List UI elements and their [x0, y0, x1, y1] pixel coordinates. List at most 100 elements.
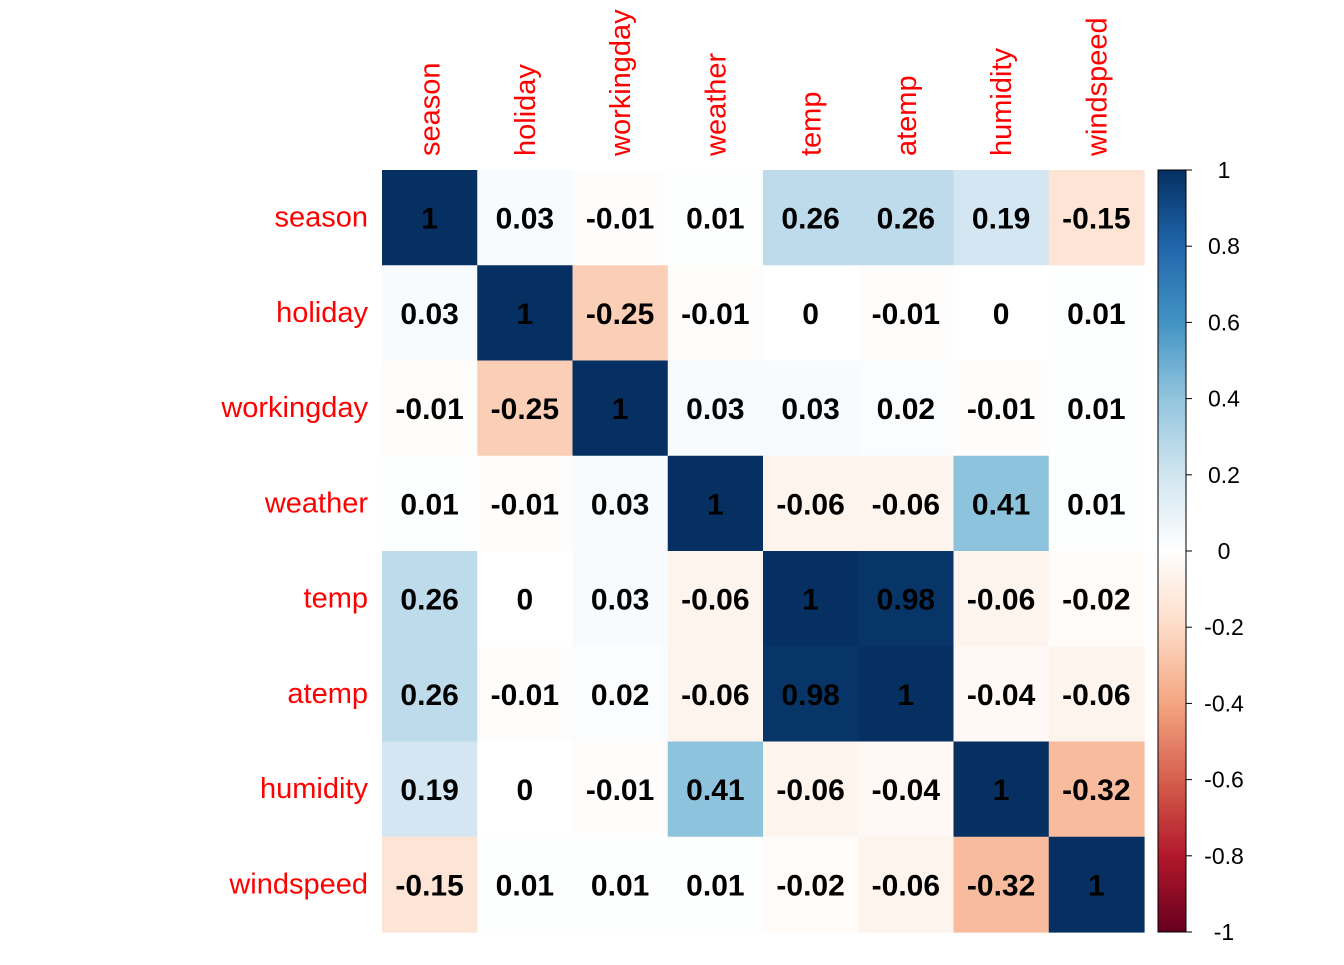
heatmap-cell-temp-workingday — [572, 551, 669, 647]
heatmap-cell-temp-atemp — [858, 551, 955, 647]
cell-value-atemp-atemp: 1 — [898, 679, 915, 712]
heatmap-cell-atemp-atemp — [858, 646, 955, 743]
heatmap-cell-humidity-season — [382, 741, 478, 838]
cell-value-workingday-humidity: -0.01 — [967, 393, 1035, 426]
heatmap-cell-atemp-holiday — [477, 646, 574, 743]
heatmap-cell-atemp-windspeed — [1048, 646, 1145, 743]
heatmap-cell-workingday-holiday — [477, 360, 574, 457]
cell-value-workingday-workingday: 1 — [612, 393, 629, 426]
column-label-atemp: atemp — [891, 75, 923, 156]
heatmap-cell-windspeed-humidity — [953, 836, 1050, 933]
colorbar-tick-label: 0.6 — [1208, 309, 1240, 335]
heatmap-cell-holiday-holiday — [477, 265, 574, 362]
colorbar-tick-label: 0.4 — [1208, 386, 1240, 412]
cell-value-season-season: 1 — [421, 203, 438, 236]
heatmap-cell-atemp-season — [382, 646, 478, 743]
cell-value-humidity-holiday: 0 — [517, 774, 534, 807]
colorbar-tick-label: -0.4 — [1204, 690, 1244, 716]
cell-value-temp-temp: 1 — [802, 584, 819, 617]
column-label-holiday: holiday — [510, 64, 542, 156]
heatmap-cell-weather-atemp — [858, 455, 955, 552]
heatmap-cell-season-atemp — [858, 170, 955, 266]
heatmap-cell-temp-weather — [667, 551, 764, 647]
cell-value-holiday-holiday: 1 — [517, 298, 534, 331]
cell-value-windspeed-atemp: -0.06 — [872, 869, 940, 902]
cell-value-holiday-atemp: -0.01 — [872, 298, 940, 331]
column-label-humidity: humidity — [986, 48, 1018, 156]
colorbar-gradient — [1157, 169, 1187, 933]
heatmap-cell-temp-holiday — [477, 551, 574, 647]
heatmap-cell-season-holiday — [477, 170, 574, 266]
cell-value-season-atemp: 0.26 — [877, 203, 935, 236]
heatmap-cell-humidity-humidity — [953, 741, 1050, 838]
cell-value-weather-temp: -0.06 — [776, 488, 844, 521]
cell-value-humidity-season: 0.19 — [400, 774, 458, 807]
heatmap-cell-humidity-holiday — [477, 741, 574, 838]
column-label-season: season — [415, 62, 447, 156]
cell-value-atemp-season: 0.26 — [400, 679, 458, 712]
heatmap-cell-windspeed-temp — [763, 836, 859, 933]
cell-value-atemp-workingday: 0.02 — [591, 679, 649, 712]
cell-value-windspeed-workingday: 0.01 — [591, 869, 649, 902]
row-label-season: season — [274, 202, 368, 234]
heatmap-cell-atemp-workingday — [572, 646, 669, 743]
cell-value-holiday-humidity: 0 — [993, 298, 1010, 331]
cell-value-windspeed-weather: 0.01 — [686, 869, 744, 902]
heatmap-cell-holiday-temp — [763, 265, 859, 362]
cell-value-atemp-holiday: -0.01 — [491, 679, 559, 712]
heatmap-cells — [382, 170, 1145, 933]
heatmap-cell-atemp-temp — [763, 646, 859, 743]
heatmap-cell-weather-workingday — [572, 455, 669, 552]
cell-value-weather-atemp: -0.06 — [872, 488, 940, 521]
heatmap-cell-holiday-windspeed — [1048, 265, 1145, 362]
heatmap-cell-season-season — [382, 170, 478, 266]
cell-value-season-temp: 0.26 — [781, 203, 839, 236]
heatmap-cell-season-temp — [763, 170, 859, 266]
colorbar-tick-label: -0.8 — [1204, 843, 1244, 869]
cell-value-workingday-windspeed: 0.01 — [1067, 393, 1125, 426]
heatmap-cell-workingday-season — [382, 360, 478, 457]
colorbar-tick-label: 0.8 — [1208, 233, 1240, 259]
row-label-humidity: humidity — [260, 773, 368, 805]
cell-value-atemp-windspeed: -0.06 — [1062, 679, 1130, 712]
row-label-weather: weather — [264, 487, 369, 519]
cell-value-labels: 1 0.03 -0.01 0.01 0.26 0.26 0.19 -0.15 0.03 1 -0.2… — [395, 203, 1130, 903]
column-label-workingday: workingday — [605, 9, 637, 157]
cell-value-weather-windspeed: 0.01 — [1067, 488, 1125, 521]
cell-value-atemp-humidity: -0.04 — [967, 679, 1036, 712]
heatmap-cell-weather-season — [382, 455, 478, 552]
heatmap-cell-windspeed-windspeed — [1048, 836, 1145, 933]
cell-value-temp-workingday: 0.03 — [591, 584, 649, 617]
cell-value-season-weather: 0.01 — [686, 203, 744, 236]
cell-value-temp-weather: -0.06 — [681, 584, 749, 617]
cell-value-humidity-weather: 0.41 — [686, 774, 744, 807]
column-label-windspeed: windspeed — [1081, 17, 1113, 157]
heatmap-cell-temp-humidity — [953, 551, 1050, 647]
heatmap-cell-holiday-season — [382, 265, 478, 362]
cell-value-weather-season: 0.01 — [400, 488, 458, 521]
heatmap-cell-workingday-windspeed — [1048, 360, 1145, 457]
heatmap-cell-workingday-workingday — [572, 360, 669, 457]
heatmap-cell-windspeed-weather — [667, 836, 764, 933]
cell-value-holiday-temp: 0 — [802, 298, 819, 331]
cell-value-windspeed-holiday: 0.01 — [496, 869, 554, 902]
heatmap-cell-humidity-weather — [667, 741, 764, 838]
heatmap-cell-holiday-atemp — [858, 265, 955, 362]
heatmap-cell-windspeed-workingday — [572, 836, 669, 933]
heatmap-cell-windspeed-atemp — [858, 836, 955, 933]
column-labels: season holiday workingday weather temp atemp h… — [415, 9, 1114, 157]
colorbar: 1 0.8 0.6 0.4 0.2 0 -0.2 -0.4 -0.6 -0.8 -1 — [1157, 157, 1244, 945]
heatmap-cell-humidity-windspeed — [1048, 741, 1145, 838]
heatmap-cell-temp-windspeed — [1048, 551, 1145, 647]
heatmap-cell-humidity-temp — [763, 741, 859, 838]
cell-value-workingday-temp: 0.03 — [781, 393, 839, 426]
heatmap-cell-season-weather — [667, 170, 764, 266]
cell-value-temp-humidity: -0.06 — [967, 584, 1035, 617]
heatmap-cell-season-humidity — [953, 170, 1050, 266]
heatmap-cell-workingday-atemp — [858, 360, 955, 457]
heatmap-cell-workingday-weather — [667, 360, 764, 457]
colorbar-tick-label: 1 — [1218, 157, 1231, 183]
row-label-temp: temp — [304, 583, 368, 615]
colorbar-tick-label: -0.2 — [1204, 614, 1244, 640]
